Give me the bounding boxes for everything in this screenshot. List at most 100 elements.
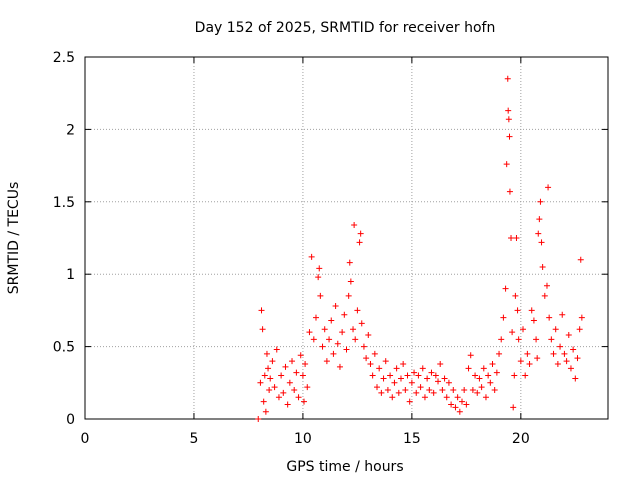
data-point [554,360,561,367]
data-point [308,253,315,260]
data-point [365,332,372,339]
data-point [537,198,544,205]
data-point [282,363,289,370]
data-point [280,389,287,396]
data-point [545,184,552,191]
data-point [530,317,537,324]
data-point [293,369,300,376]
data-point [345,292,352,299]
data-point [435,378,442,385]
data-point [421,394,428,401]
data-point [439,387,446,394]
y-tick-label: 0 [66,412,75,428]
data-point [356,239,363,246]
data-point [461,387,468,394]
data-point [463,401,470,408]
data-point [363,355,370,362]
data-point [456,408,463,415]
data-point [563,358,570,365]
data-point [472,372,479,379]
data-point [578,314,585,321]
y-tick-label: 1 [66,267,75,283]
data-point [552,326,559,333]
data-point [417,384,424,391]
data-point [441,375,448,382]
data-point [310,336,317,343]
data-point [304,384,311,391]
data-point [496,350,503,357]
data-points [255,75,585,422]
data-point [358,320,365,327]
data-point [514,307,521,314]
data-point [528,307,535,314]
data-point [559,311,566,318]
data-point [297,352,304,359]
data-point [512,292,519,299]
data-point [498,336,505,343]
data-point [565,332,572,339]
data-point [354,307,361,314]
data-point [513,235,520,241]
data-point [275,394,282,401]
data-point [522,372,529,379]
data-point [576,326,583,333]
data-point [489,360,496,367]
data-point [378,389,385,396]
data-point [347,278,354,285]
data-point [482,394,489,401]
data-point [302,360,309,367]
data-point [269,358,276,365]
data-point [408,379,415,386]
data-point [278,372,285,379]
data-point [415,372,422,379]
chart-title: Day 152 of 2025, SRMTID for receiver hof… [195,20,496,36]
data-point [424,375,431,382]
data-point [299,372,306,379]
data-point [474,389,481,396]
x-tick-label: 5 [189,431,198,447]
data-point [517,358,524,365]
plot-frame [84,56,609,420]
data-point [257,379,264,386]
data-point [445,379,452,386]
data-point [487,379,494,386]
data-point [295,394,302,401]
data-point [306,329,313,336]
data-point [336,363,343,370]
data-point [402,387,409,394]
data-point [266,387,273,394]
data-point [574,355,581,362]
data-point [491,387,498,394]
data-point [406,398,413,405]
data-point [319,343,326,350]
data-point [534,355,541,362]
data-point [265,365,272,372]
data-point [557,343,564,350]
data-point [259,326,266,333]
data-point [258,307,265,314]
data-point [374,384,381,391]
data-point [262,408,269,415]
data-point [426,387,433,394]
data-point [400,360,407,367]
data-point [391,379,398,386]
data-point [404,372,411,379]
data-point [382,358,389,365]
data-point [346,259,353,266]
data-point [500,314,507,321]
data-point [570,346,577,353]
x-tick-label: 15 [403,431,421,447]
data-point [317,292,324,299]
y-axis-label: SRMTID / TECUs [6,182,22,295]
data-point [326,336,333,343]
data-point [536,216,543,223]
data-point [301,398,308,405]
data-point [508,235,515,241]
data-point [538,239,545,246]
data-point [515,336,522,343]
data-point [432,372,439,379]
data-point [511,372,518,379]
data-point [261,372,268,379]
data-point [316,265,323,272]
data-point [393,365,400,372]
